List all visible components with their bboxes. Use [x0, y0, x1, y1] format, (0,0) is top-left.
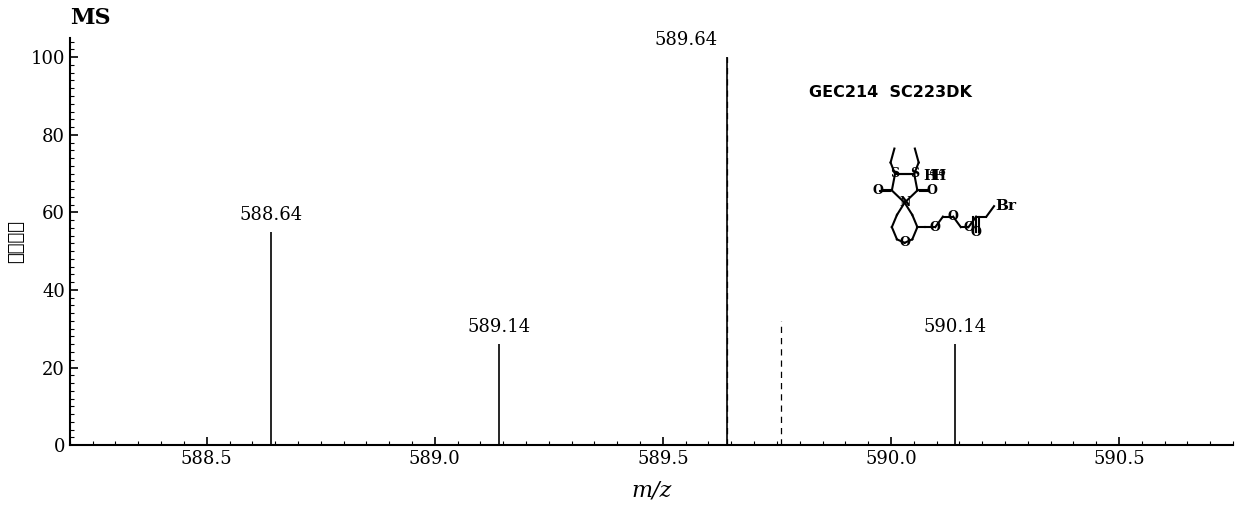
Text: GEC214  SC223DK: GEC214 SC223DK [808, 85, 972, 100]
Y-axis label: 相对丰度: 相对丰度 [7, 220, 25, 263]
Text: O: O [926, 184, 937, 197]
Text: 588.64: 588.64 [239, 206, 303, 224]
Text: 589.14: 589.14 [467, 319, 531, 336]
X-axis label: m/z: m/z [631, 479, 672, 501]
Text: H: H [924, 170, 936, 183]
Text: Br: Br [996, 199, 1017, 213]
Text: S: S [890, 167, 899, 180]
Text: H: H [932, 170, 946, 183]
Text: MS: MS [69, 7, 110, 29]
Text: N: N [899, 196, 910, 209]
Text: O: O [873, 184, 883, 197]
Text: O: O [930, 220, 941, 234]
Text: 589.64: 589.64 [655, 31, 717, 49]
Text: O: O [947, 210, 959, 223]
Text: 590.14: 590.14 [924, 319, 986, 336]
Text: ⊕: ⊕ [939, 169, 946, 178]
Text: S: S [910, 167, 919, 180]
Text: O: O [899, 236, 910, 249]
Text: ⊕: ⊕ [929, 169, 937, 178]
Text: O: O [971, 226, 982, 239]
Text: O: O [963, 220, 973, 234]
